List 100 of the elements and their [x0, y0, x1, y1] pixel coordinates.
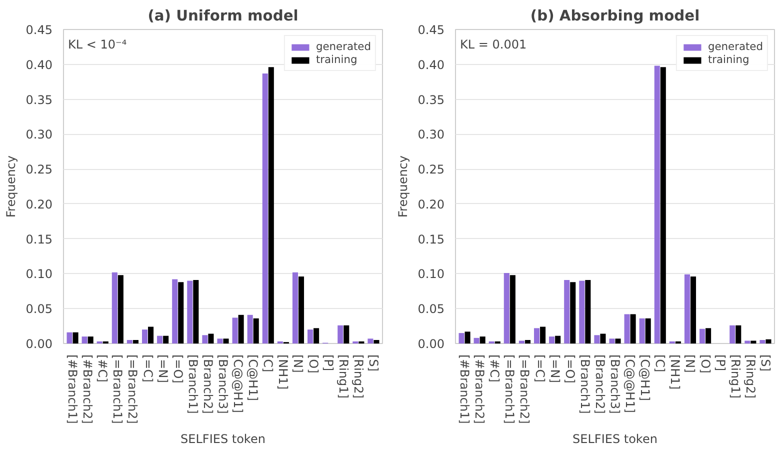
- bar: [217, 338, 223, 344]
- bar: [684, 274, 690, 344]
- y-tick-label: 0.15: [26, 232, 52, 246]
- x-tick-label: [=C]: [532, 354, 547, 382]
- bar: [292, 272, 298, 344]
- x-tick-label: [=O]: [170, 354, 185, 384]
- bar: [458, 333, 464, 344]
- legend-label: generated: [708, 40, 763, 53]
- chart-title: (a) Uniform model: [148, 8, 298, 24]
- y-tick-label: 0.20: [418, 197, 444, 212]
- y-tick-label: 0.35: [418, 92, 444, 107]
- legend-label: generated: [316, 40, 371, 53]
- bar: [585, 280, 591, 344]
- bar: [504, 273, 510, 344]
- bar: [208, 334, 214, 344]
- y-tick-label: 0.20: [26, 197, 52, 212]
- x-tick-label: [O]: [698, 354, 712, 374]
- bar: [579, 280, 585, 344]
- x-tick-label: [N]: [683, 354, 698, 373]
- bar: [660, 67, 666, 344]
- bar: [253, 318, 259, 344]
- x-tick-label: [Ring1]: [336, 354, 350, 398]
- bar: [374, 340, 380, 344]
- x-tick-label: [C@H1]: [246, 354, 260, 401]
- x-axis-title: SELFIES token: [180, 432, 266, 446]
- bar: [157, 336, 163, 344]
- bar: [480, 336, 486, 344]
- bar: [338, 325, 344, 344]
- bar: [510, 275, 516, 344]
- x-tick-label: [#C]: [96, 354, 110, 382]
- bar: [630, 314, 636, 344]
- y-tick-label: 0.25: [418, 162, 444, 177]
- y-tick-label: 0.35: [26, 92, 52, 107]
- x-tick-label: [#Branch1]: [458, 354, 472, 424]
- bar: [202, 335, 208, 344]
- x-tick-label: [C@@H1]: [623, 354, 638, 413]
- y-tick-label: 0.45: [26, 23, 52, 37]
- bar: [126, 340, 132, 344]
- annotation: KL < 10⁻⁴: [68, 38, 127, 52]
- bar: [624, 314, 630, 344]
- bar: [654, 66, 660, 344]
- bar: [766, 339, 772, 344]
- x-tick-label: [Branch2]: [200, 354, 215, 414]
- bar: [600, 334, 606, 344]
- bar: [118, 275, 124, 344]
- x-tick-label: [S]: [366, 354, 380, 372]
- bar: [609, 338, 615, 344]
- x-tick-label: [N]: [291, 354, 306, 373]
- y-tick-label: 0.10: [26, 267, 52, 282]
- bar: [730, 325, 736, 344]
- bar: [564, 280, 570, 344]
- y-tick-label: 0.30: [26, 128, 52, 142]
- legend-label: training: [708, 53, 750, 66]
- bar: [66, 332, 72, 344]
- bar: [132, 340, 138, 344]
- bar: [570, 282, 576, 344]
- bar: [760, 340, 766, 344]
- x-tick-label: [C@@H1]: [231, 354, 246, 413]
- x-tick-label: [C]: [261, 354, 276, 372]
- bar: [744, 340, 750, 344]
- bar: [82, 336, 88, 344]
- bar: [178, 282, 184, 344]
- x-tick-label: [P]: [713, 354, 728, 372]
- x-tick-label: [C@H1]: [638, 354, 652, 401]
- y-tick-label: 0.00: [418, 337, 444, 351]
- x-tick-label: [=Branch1]: [110, 354, 125, 424]
- x-tick-label: [Branch2]: [592, 354, 607, 414]
- x-tick-label: [=N]: [548, 354, 562, 383]
- bar: [706, 328, 712, 344]
- legend-label: training: [316, 53, 358, 66]
- bar: [594, 335, 600, 344]
- bar: [262, 73, 268, 344]
- y-tick-label: 0.05: [26, 302, 52, 316]
- bar: [534, 328, 540, 344]
- x-tick-label: [C]: [653, 354, 668, 372]
- bar: [549, 336, 555, 344]
- bar: [88, 336, 94, 344]
- bar: [172, 279, 178, 344]
- x-tick-label: [Branch3]: [608, 354, 622, 414]
- bar: [615, 338, 621, 344]
- chart-title: (b) Absorbing model: [530, 8, 700, 24]
- bar: [308, 330, 314, 344]
- y-tick-label: 0.10: [418, 267, 444, 282]
- x-tick-label: [Branch1]: [578, 354, 592, 414]
- y-tick-label: 0.00: [26, 337, 52, 351]
- bar: [187, 280, 193, 344]
- x-tick-label: [=O]: [562, 354, 577, 384]
- y-tick-label: 0.40: [26, 58, 52, 72]
- bar: [142, 330, 148, 344]
- bar: [344, 325, 350, 344]
- y-tick-label: 0.30: [418, 128, 444, 142]
- bar: [555, 336, 561, 344]
- y-axis-title: Frequency: [396, 155, 410, 218]
- bar: [72, 332, 78, 344]
- x-tick-label: [=Branch1]: [502, 354, 517, 424]
- bar: [518, 340, 524, 344]
- x-tick-label: [NH1]: [276, 354, 290, 390]
- bar: [232, 318, 238, 344]
- bar: [540, 326, 546, 344]
- bar: [148, 326, 154, 344]
